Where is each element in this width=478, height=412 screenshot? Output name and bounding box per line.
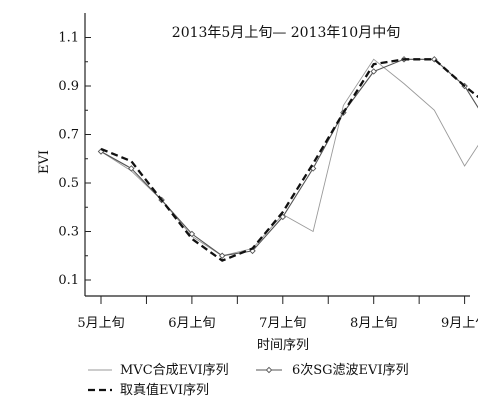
x-tick-label: 8月上旬 — [350, 316, 397, 331]
legend-item: MVC合成EVI序列 — [88, 363, 229, 378]
series-point — [128, 165, 135, 172]
x-tick-label: 9月上旬 — [441, 316, 478, 331]
axes: 0.10.30.50.70.91.15月上旬6月上旬7月上旬8月上旬9月上旬10… — [58, 13, 478, 331]
y-axis-title: EVI — [37, 150, 52, 174]
y-tick-label: 1.1 — [58, 31, 79, 46]
legend-item: 取真值EVI序列 — [88, 382, 209, 398]
y-tick-label: 0.5 — [58, 176, 79, 191]
y-tick-label: 0.1 — [58, 273, 79, 288]
series-point — [218, 252, 226, 259]
series-line — [100, 58, 478, 257]
legend-label: 取真值EVI序列 — [120, 382, 209, 398]
series-point — [370, 68, 377, 75]
x-tick-label: 7月上旬 — [259, 316, 306, 331]
series-line — [100, 58, 478, 257]
x-tick-label: 5月上旬 — [77, 316, 124, 331]
series-point — [431, 56, 438, 63]
series-1 — [100, 58, 478, 257]
legend-label: 6次SG滤波EVI序列 — [292, 362, 409, 378]
series-2 — [97, 56, 478, 259]
legend-item: 6次SG滤波EVI序列 — [256, 362, 409, 378]
series-3 — [100, 58, 478, 262]
series-layer — [97, 56, 478, 262]
x-tick-label: 6月上旬 — [168, 316, 215, 331]
x-axis-title: 时间序列 — [257, 338, 309, 353]
series-point — [279, 213, 287, 221]
chart-title: 2013年5月上旬— 2013年10月中旬 — [172, 25, 400, 41]
series-point — [188, 230, 196, 238]
y-tick-label: 0.7 — [58, 128, 79, 143]
legend-label: MVC合成EVI序列 — [120, 363, 229, 378]
legend-marker — [265, 366, 273, 374]
y-tick-label: 0.3 — [58, 225, 79, 240]
y-tick-label: 0.9 — [58, 79, 79, 94]
series-line — [100, 58, 478, 262]
